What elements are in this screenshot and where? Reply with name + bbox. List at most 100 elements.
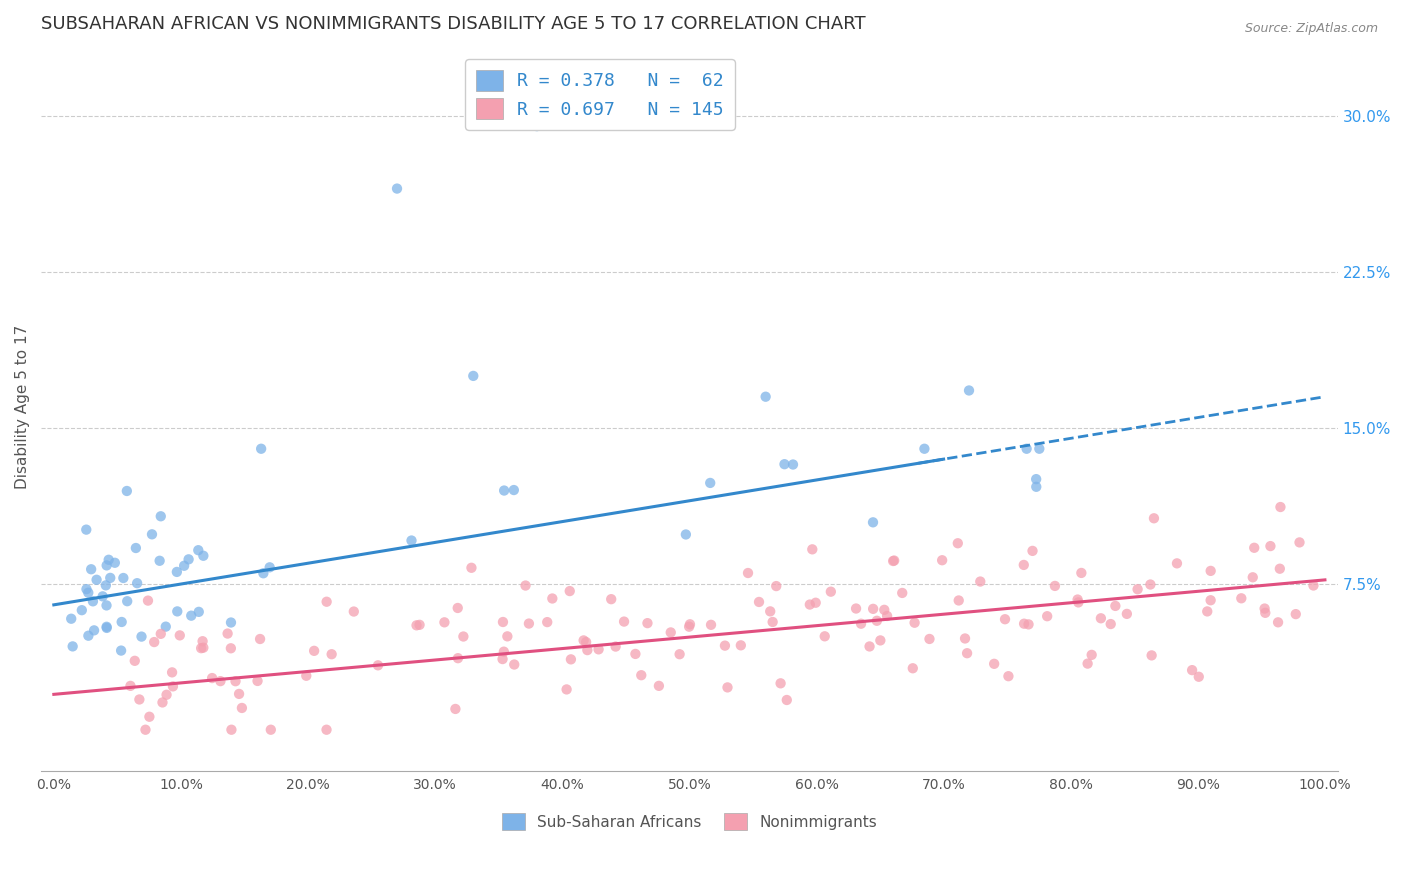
Point: [110, 643, 132, 657]
Point: [302, 644, 325, 658]
Point: [541, 591, 564, 606]
Point: [903, 615, 925, 630]
Point: [624, 647, 647, 661]
Point: [997, 669, 1019, 683]
Point: [249, 632, 271, 646]
Point: [321, 647, 343, 661]
Point: [782, 458, 804, 472]
Point: [96, 620, 118, 634]
Point: [957, 384, 980, 398]
Point: [1043, 579, 1066, 593]
Point: [699, 475, 721, 490]
Point: [1126, 582, 1149, 597]
Point: [141, 527, 163, 541]
Point: [124, 654, 146, 668]
Point: [558, 584, 581, 599]
Point: [517, 616, 540, 631]
Point: [1241, 570, 1264, 584]
Point: [1036, 609, 1059, 624]
Point: [869, 633, 891, 648]
Point: [994, 612, 1017, 626]
Point: [201, 671, 224, 685]
Point: [447, 601, 470, 615]
Point: [636, 616, 658, 631]
Point: [187, 605, 209, 619]
Point: [91, 590, 114, 604]
Point: [1115, 607, 1137, 621]
Point: [209, 674, 232, 689]
Point: [77, 629, 100, 643]
Point: [246, 673, 269, 688]
Point: [187, 543, 209, 558]
Point: [444, 702, 467, 716]
Point: [408, 617, 430, 632]
Point: [536, 615, 558, 629]
Point: [1199, 593, 1222, 607]
Point: [433, 615, 456, 630]
Point: [576, 643, 599, 657]
Point: [343, 605, 366, 619]
Point: [120, 679, 142, 693]
Point: [1021, 544, 1043, 558]
Point: [1260, 539, 1282, 553]
Point: [225, 674, 247, 689]
Point: [882, 554, 904, 568]
Point: [111, 615, 134, 629]
Point: [149, 627, 172, 641]
Point: [912, 442, 935, 456]
Point: [969, 574, 991, 589]
Point: [953, 632, 976, 646]
Point: [112, 571, 135, 585]
Point: [134, 723, 156, 737]
Point: [1140, 648, 1163, 663]
Point: [136, 593, 159, 607]
Point: [104, 556, 127, 570]
Point: [648, 679, 671, 693]
Point: [575, 635, 598, 649]
Point: [1243, 541, 1265, 555]
Point: [1302, 578, 1324, 592]
Point: [295, 669, 318, 683]
Point: [1199, 564, 1222, 578]
Point: [315, 595, 337, 609]
Point: [1012, 558, 1035, 572]
Point: [946, 536, 969, 550]
Point: [155, 688, 177, 702]
Point: [385, 181, 408, 195]
Point: [231, 701, 253, 715]
Point: [1230, 591, 1253, 606]
Point: [1066, 592, 1088, 607]
Legend: Sub-Saharan Africans, Nonimmigrants: Sub-Saharan Africans, Nonimmigrants: [495, 806, 883, 837]
Point: [494, 483, 516, 498]
Point: [1253, 601, 1275, 615]
Point: [193, 549, 215, 563]
Point: [94, 578, 117, 592]
Point: [128, 692, 150, 706]
Point: [491, 652, 513, 666]
Point: [679, 617, 702, 632]
Y-axis label: Disability Age 5 to 17: Disability Age 5 to 17: [15, 325, 30, 489]
Point: [1181, 663, 1204, 677]
Point: [149, 554, 172, 568]
Point: [1197, 604, 1219, 618]
Point: [862, 602, 884, 616]
Point: [983, 657, 1005, 671]
Point: [891, 586, 914, 600]
Point: [191, 634, 214, 648]
Point: [931, 553, 953, 567]
Point: [714, 639, 737, 653]
Point: [219, 615, 242, 630]
Point: [250, 442, 273, 456]
Point: [149, 509, 172, 524]
Point: [96, 621, 118, 635]
Point: [737, 566, 759, 580]
Point: [177, 552, 200, 566]
Point: [502, 483, 524, 497]
Point: [259, 560, 281, 574]
Point: [496, 629, 519, 643]
Point: [765, 579, 787, 593]
Point: [1143, 511, 1166, 525]
Point: [492, 645, 515, 659]
Point: [115, 483, 138, 498]
Point: [77, 585, 100, 599]
